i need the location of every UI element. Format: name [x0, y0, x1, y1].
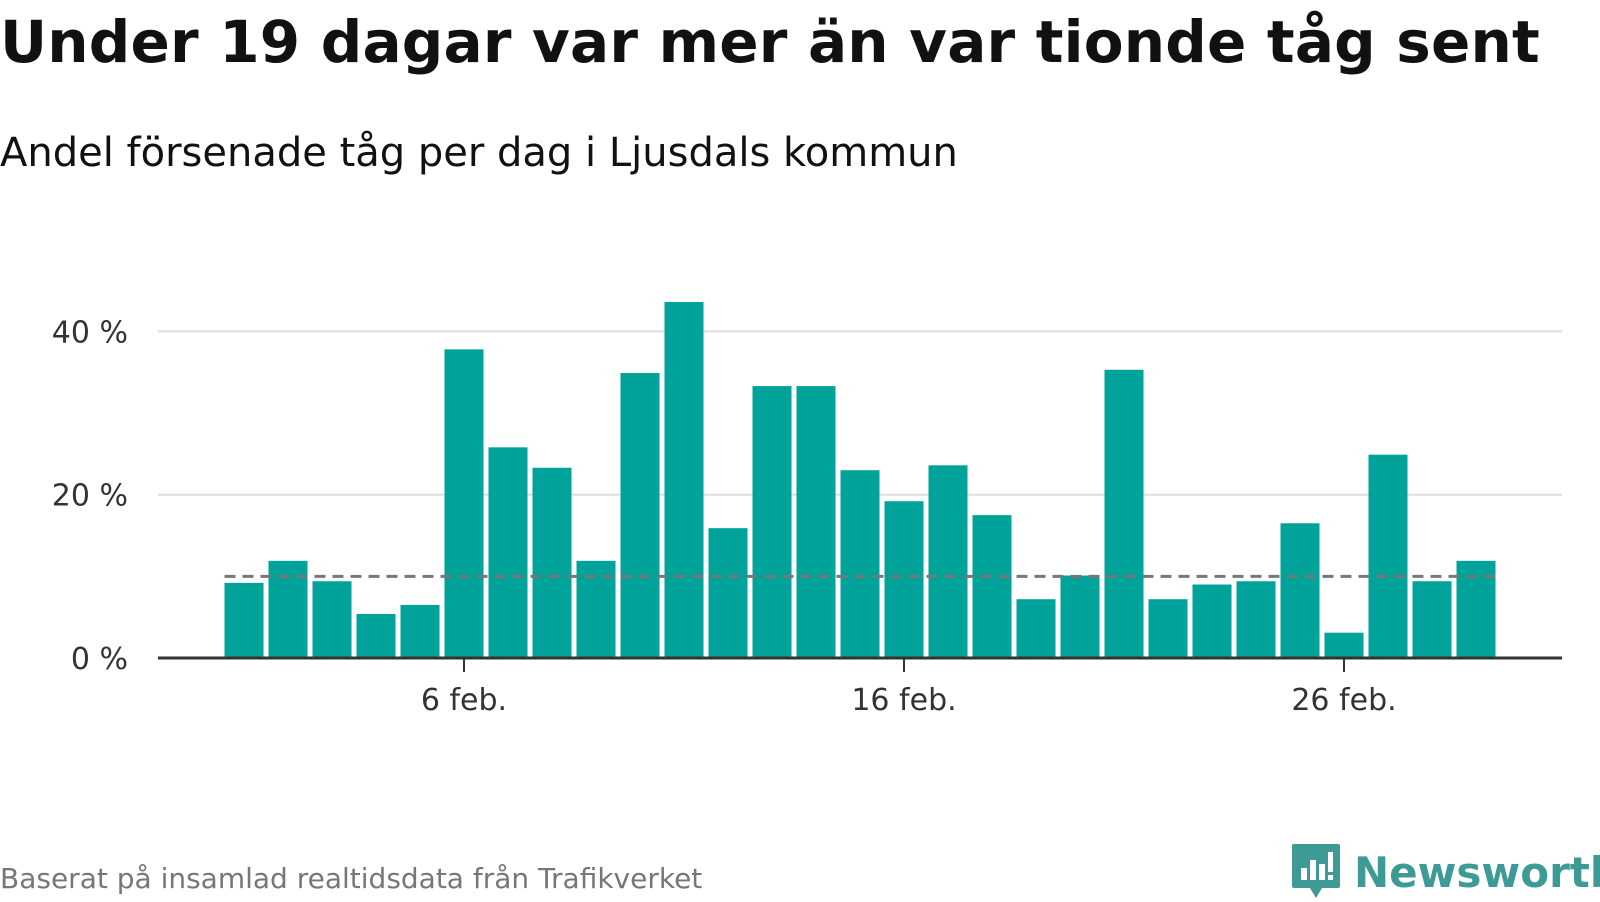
- bar: [972, 515, 1012, 658]
- chart-subtitle: Andel försenade tåg per dag i Ljusdals k…: [0, 130, 958, 176]
- bar: [1104, 369, 1144, 658]
- bar: [752, 386, 792, 658]
- bar: [840, 470, 880, 658]
- gridlines: [158, 330, 1562, 496]
- bar: [928, 465, 968, 658]
- chart-speech-bubble-icon: [1292, 844, 1340, 898]
- bar: [488, 447, 528, 658]
- chart-title: Under 19 dagar var mer än var tionde tåg…: [0, 8, 1540, 76]
- logo-name: Newsworthy: [1354, 847, 1600, 897]
- bar: [664, 302, 704, 658]
- y-tick-label: 20 %: [52, 479, 128, 514]
- bar: [708, 528, 748, 658]
- x-tick-label: 26 feb.: [1291, 683, 1396, 718]
- bars: [224, 302, 1496, 658]
- bar: [796, 386, 836, 658]
- bar: [1324, 632, 1364, 658]
- bar: [224, 582, 264, 658]
- bar: [532, 467, 572, 658]
- bar: [1280, 523, 1320, 658]
- bar: [1192, 584, 1232, 658]
- bar: [1148, 599, 1188, 658]
- bar: [1016, 599, 1056, 658]
- bar: [1236, 581, 1276, 658]
- source-note: Baserat på insamlad realtidsdata från Tr…: [0, 862, 703, 895]
- x-tick-label: 16 feb.: [851, 683, 956, 718]
- bar: [444, 349, 484, 658]
- bar: [1412, 581, 1452, 658]
- bar: [1368, 454, 1408, 658]
- y-tick-label: 40 %: [52, 315, 128, 350]
- bar: [312, 581, 352, 658]
- bar: [884, 501, 924, 658]
- bar: [400, 604, 440, 658]
- bar: [356, 613, 396, 658]
- bar: [620, 373, 660, 658]
- axes: 0 % 20 % 40 % 6 feb. 16 feb. 26 feb.: [52, 315, 1562, 718]
- bar: [1060, 575, 1100, 658]
- y-tick-label: 0 %: [71, 642, 128, 677]
- x-tick-label: 6 feb.: [421, 683, 507, 718]
- newsworthy-logo: Newsworthy: [1290, 842, 1600, 902]
